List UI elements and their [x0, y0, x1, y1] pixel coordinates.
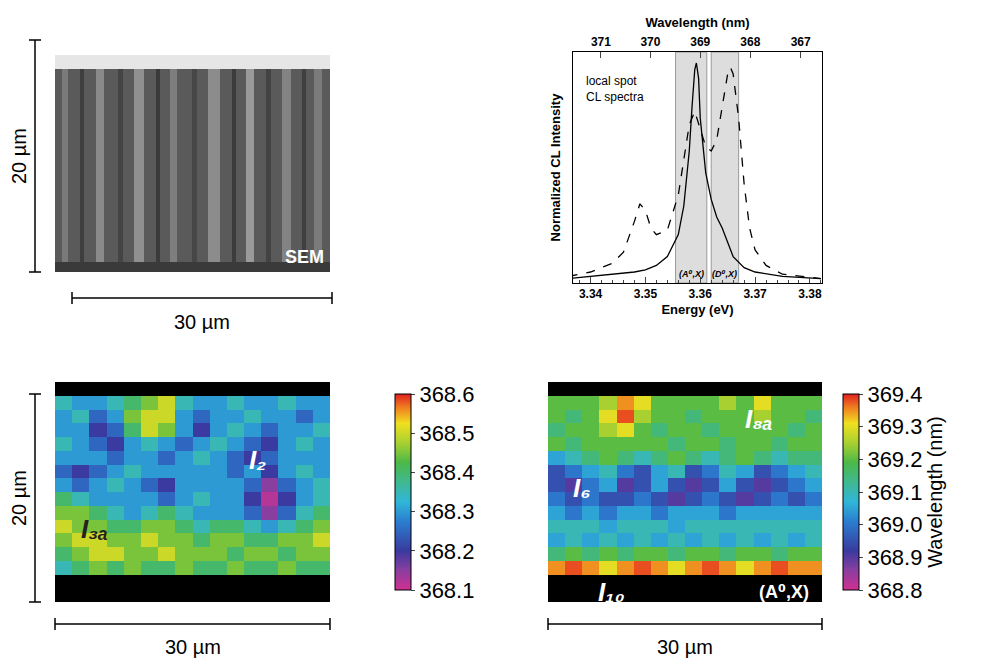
svg-text:SEM: SEM — [285, 247, 324, 267]
svg-text:368.4: 368.4 — [419, 460, 474, 485]
svg-text:I₆: I₆ — [573, 473, 591, 503]
svg-text:369.3: 369.3 — [867, 414, 922, 439]
svg-text:368.1: 368.1 — [419, 578, 474, 603]
svg-text:368.9: 368.9 — [867, 545, 922, 570]
svg-text:(A⁰,X): (A⁰,X) — [759, 582, 809, 602]
svg-text:371: 371 — [591, 35, 611, 49]
svg-text:3.37: 3.37 — [743, 287, 767, 301]
svg-text:Normalized CL Intensity: Normalized CL Intensity — [548, 93, 563, 242]
svg-text:367: 367 — [791, 35, 811, 49]
svg-text:20 µm: 20 µm — [8, 128, 30, 184]
svg-text:369.1: 369.1 — [867, 480, 922, 505]
svg-text:I₃ₐ: I₃ₐ — [81, 514, 108, 544]
svg-text:Energy (eV): Energy (eV) — [661, 302, 733, 317]
svg-text:3.38: 3.38 — [798, 287, 822, 301]
svg-text:3.36: 3.36 — [689, 287, 713, 301]
svg-text:20 µm: 20 µm — [8, 470, 30, 526]
svg-text:369.0: 369.0 — [867, 512, 922, 537]
svg-text:369.4: 369.4 — [867, 382, 922, 407]
svg-text:3.34: 3.34 — [579, 287, 603, 301]
svg-text:30 µm: 30 µm — [165, 636, 221, 658]
svg-text:30 µm: 30 µm — [657, 636, 713, 658]
svg-text:Wavelength (nm): Wavelength (nm) — [924, 416, 946, 568]
svg-text:(A⁰,X): (A⁰,X) — [679, 269, 704, 279]
svg-text:369.2: 369.2 — [867, 447, 922, 472]
svg-text:368.6: 368.6 — [419, 382, 474, 407]
svg-text:369: 369 — [690, 35, 710, 49]
svg-text:368.3: 368.3 — [419, 499, 474, 524]
svg-text:local spotCL spectra: local spotCL spectra — [586, 74, 644, 104]
svg-text:368.5: 368.5 — [419, 421, 474, 446]
svg-text:370: 370 — [640, 35, 660, 49]
svg-text:I₁₀: I₁₀ — [598, 577, 625, 607]
svg-text:I₈ₐ: I₈ₐ — [745, 404, 773, 434]
svg-text:3.35: 3.35 — [634, 287, 658, 301]
svg-text:(D⁰,X): (D⁰,X) — [712, 269, 737, 279]
svg-text:Wavelength (nm): Wavelength (nm) — [645, 15, 749, 30]
svg-text:I₂: I₂ — [249, 445, 266, 475]
svg-text:368: 368 — [740, 35, 760, 49]
svg-text:368.8: 368.8 — [867, 578, 922, 603]
svg-text:30 µm: 30 µm — [174, 311, 230, 333]
svg-text:368.2: 368.2 — [419, 539, 474, 564]
